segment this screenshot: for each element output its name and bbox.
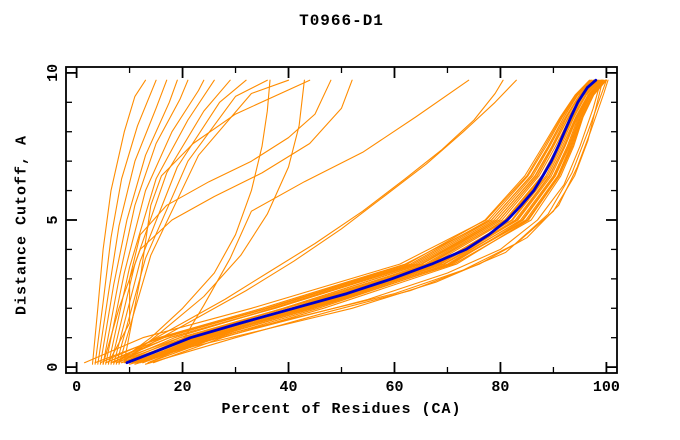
model-curve	[129, 79, 607, 365]
y-tick-label: 10	[45, 64, 62, 82]
highlighted-model-curve	[125, 78, 598, 365]
model-curve	[115, 79, 593, 364]
model-curve	[139, 79, 604, 362]
model-curve	[142, 79, 606, 364]
x-tick-label: 100	[593, 379, 620, 396]
x-tick-label: 60	[385, 379, 403, 396]
model-curve	[97, 79, 168, 365]
model-curve	[131, 79, 605, 364]
model-curve	[102, 79, 353, 365]
curves-group	[83, 78, 609, 365]
model-curve	[105, 79, 592, 364]
model-curve	[107, 79, 332, 364]
model-curve	[91, 79, 147, 365]
model-curve	[113, 79, 504, 364]
y-tick-label: 5	[45, 215, 62, 224]
model-curve	[113, 79, 247, 365]
model-curve	[99, 79, 178, 365]
model-curve	[129, 79, 603, 364]
model-curve	[105, 79, 205, 365]
y-tick-label: 0	[45, 363, 62, 372]
model-curve	[142, 79, 605, 364]
x-tick-label: 20	[174, 379, 192, 396]
model-curve	[176, 79, 470, 351]
model-curve	[110, 79, 594, 364]
x-tick-label: 80	[491, 379, 509, 396]
model-curve	[121, 79, 600, 364]
model-curve	[118, 79, 290, 365]
model-curve	[131, 79, 602, 364]
model-curve	[110, 79, 231, 365]
model-curve	[118, 79, 271, 362]
model-curve	[123, 79, 311, 362]
x-axis-label: Percent of Residues (CA)	[221, 401, 462, 418]
model-curve	[134, 79, 602, 365]
model-curve	[115, 79, 268, 365]
model-curve	[102, 79, 189, 365]
y-axis-label: Distance Cutoff, A	[13, 134, 31, 316]
model-curve	[94, 79, 590, 364]
model-curve	[83, 79, 591, 364]
model-curve	[144, 79, 609, 365]
model-curve	[94, 79, 157, 365]
model-curve	[139, 79, 607, 364]
model-curve	[134, 79, 607, 364]
x-tick-label: 40	[280, 379, 298, 396]
model-curve	[118, 79, 517, 364]
chart-title: T0966-D1	[299, 12, 384, 30]
model-curve	[123, 79, 305, 362]
x-tick-label: 0	[72, 379, 81, 396]
